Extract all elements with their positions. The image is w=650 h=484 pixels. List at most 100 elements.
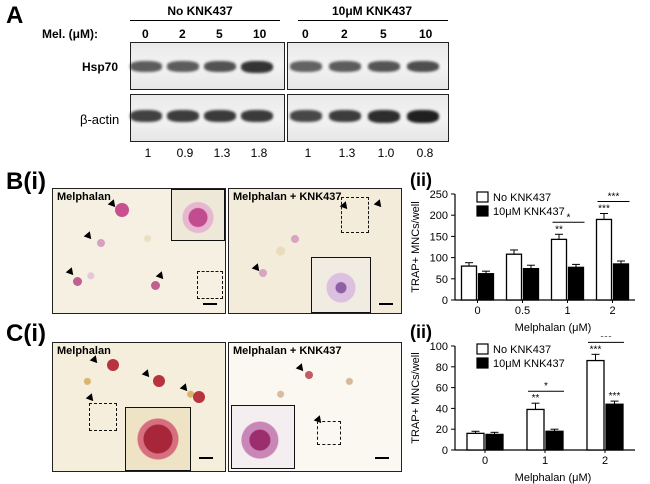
ratio-value-lane-2: 1.3 [213,146,231,160]
y-axis-label: TRAP+ MNCs/well [410,201,422,292]
ratio-value-lane-7: 0.8 [416,146,434,160]
legend-label-0: No KNK437 [493,192,551,204]
arrowhead-icon [373,199,385,210]
cell [73,277,82,286]
y-tick-label: 0 [442,295,448,307]
bar-knk437-2 [605,403,624,451]
dose-label-lane-4: 0 [302,27,309,41]
y-tick-label: 50 [436,274,448,286]
image-label: Melphalan [57,345,111,357]
y-tick-label: 20 [436,424,448,436]
osteoclast-cell [193,391,205,403]
dose-label-lane-2: 5 [216,27,223,41]
arrowhead-icon [155,271,167,282]
legend-label-1: 10μM KNK437 [493,206,565,218]
x-tick-label: 2 [602,455,608,467]
group-label-knk: 10μM KNK437 [331,4,413,18]
zoom-region [89,403,117,431]
panel-a-letter: A [6,2,24,29]
x-axis-label: Melphalan (μM) [515,472,592,484]
image-label: Melphalan [57,191,111,203]
x-tick-label: 1 [542,455,548,467]
scale-bar [375,457,389,459]
bar-no-knk437-0 [460,265,478,301]
bar-no-knk437-1 [550,238,568,301]
row-label-hsp70: Hsp70 [82,60,119,74]
inset-zoom [311,257,371,313]
zoom-region [317,421,341,445]
panel-c-sub-letter: (ii) [410,322,432,342]
bar-knk437-1 [545,430,564,451]
scale-bar [379,303,393,305]
x-tick-label: 0.5 [515,305,530,317]
cell [305,371,313,379]
zoom-region [197,271,223,299]
bar-knk437-0 [485,433,504,451]
y-tick-label: 200 [430,210,448,222]
actin-band-lane-0 [130,110,162,122]
cell [97,239,105,247]
legend-swatch-1 [476,205,489,217]
actin-band-lane-6 [368,110,400,123]
zoom-region [341,197,369,233]
group-label-no-knk: No KNK437 [167,4,233,18]
legend-label-0: No KNK437 [493,344,551,356]
ratio-value-lane-0: 1 [144,146,152,160]
chart-b-trap-mncs: 0 50 100 150 200 250 TRAP+ MNCs/well Melphalan … [410,189,635,334]
hsp70-band-lane-6 [368,61,400,72]
inset-zoom [231,405,295,469]
dose-label-lane-1: 2 [179,27,186,41]
significance-stars: ** [555,224,563,235]
scale-bar [203,303,217,305]
osteoclast-cell [115,203,129,217]
actin-band-lane-7 [407,110,439,123]
significance-stars: *** [590,344,602,355]
hsp70-band-lane-1 [167,61,199,72]
bar-no-knk437-0.5 [505,253,523,301]
inset-zoom [171,189,225,241]
arrowhead-icon [141,369,153,380]
cell [151,281,160,290]
y-tick-label: 40 [436,403,448,415]
y-tick-label: 80 [436,362,448,374]
y-tick-label: 250 [430,189,448,201]
hsp70-band-lane-5 [329,61,361,72]
dose-label-lane-3: 10 [253,27,267,41]
micrograph-c-melphalan: Melphalan [52,342,226,472]
dose-label-lane-7: 10 [419,27,433,41]
y-axis-label: TRAP+ MNCs/well [410,352,422,443]
micrograph-c-melphalan-knk: Melphalan + KNK437 [228,342,402,472]
ratio-value-lane-4: 1 [304,146,312,160]
legend-swatch-0 [476,343,489,355]
significance-stars: ** [532,393,540,404]
y-tick-label: 100 [430,341,448,353]
y-tick-label: 0 [442,445,448,457]
cell [291,235,299,243]
arrowhead-icon [179,383,191,394]
micrograph-b-melphalan: Melphalan [52,188,226,314]
comparison-stars: * [544,381,548,392]
dose-label-lane-0: 0 [142,27,149,41]
dose-label: Mel. (μM): [42,27,98,41]
x-tick-label: 0 [482,455,488,467]
significance-stars: *** [598,204,610,215]
dose-label-lane-5: 2 [341,27,348,41]
hsp70-band-lane-0 [130,61,162,72]
panel-b-letter: B(i) [6,168,46,195]
bar-no-knk437-0 [466,432,485,451]
ratio-value-lane-1: 0.9 [176,146,194,160]
hsp70-band-lane-7 [407,61,439,73]
legend-label-1: 10μM KNK437 [493,358,565,370]
comparison-stars: *** [600,336,612,343]
ratio-value-lane-5: 1.3 [338,146,356,160]
ratio-value-lane-3: 1.8 [250,146,268,160]
cell [259,269,267,277]
ratio-value-lane-6: 1.0 [377,146,395,160]
x-tick-label: 2 [609,305,615,317]
panel-c-letter: C(i) [6,320,46,347]
arrowhead-icon [65,267,77,278]
hsp70-band-lane-3 [241,61,273,74]
row-label-actin: β-actin [80,112,120,127]
actin-band-lane-2 [204,110,236,122]
